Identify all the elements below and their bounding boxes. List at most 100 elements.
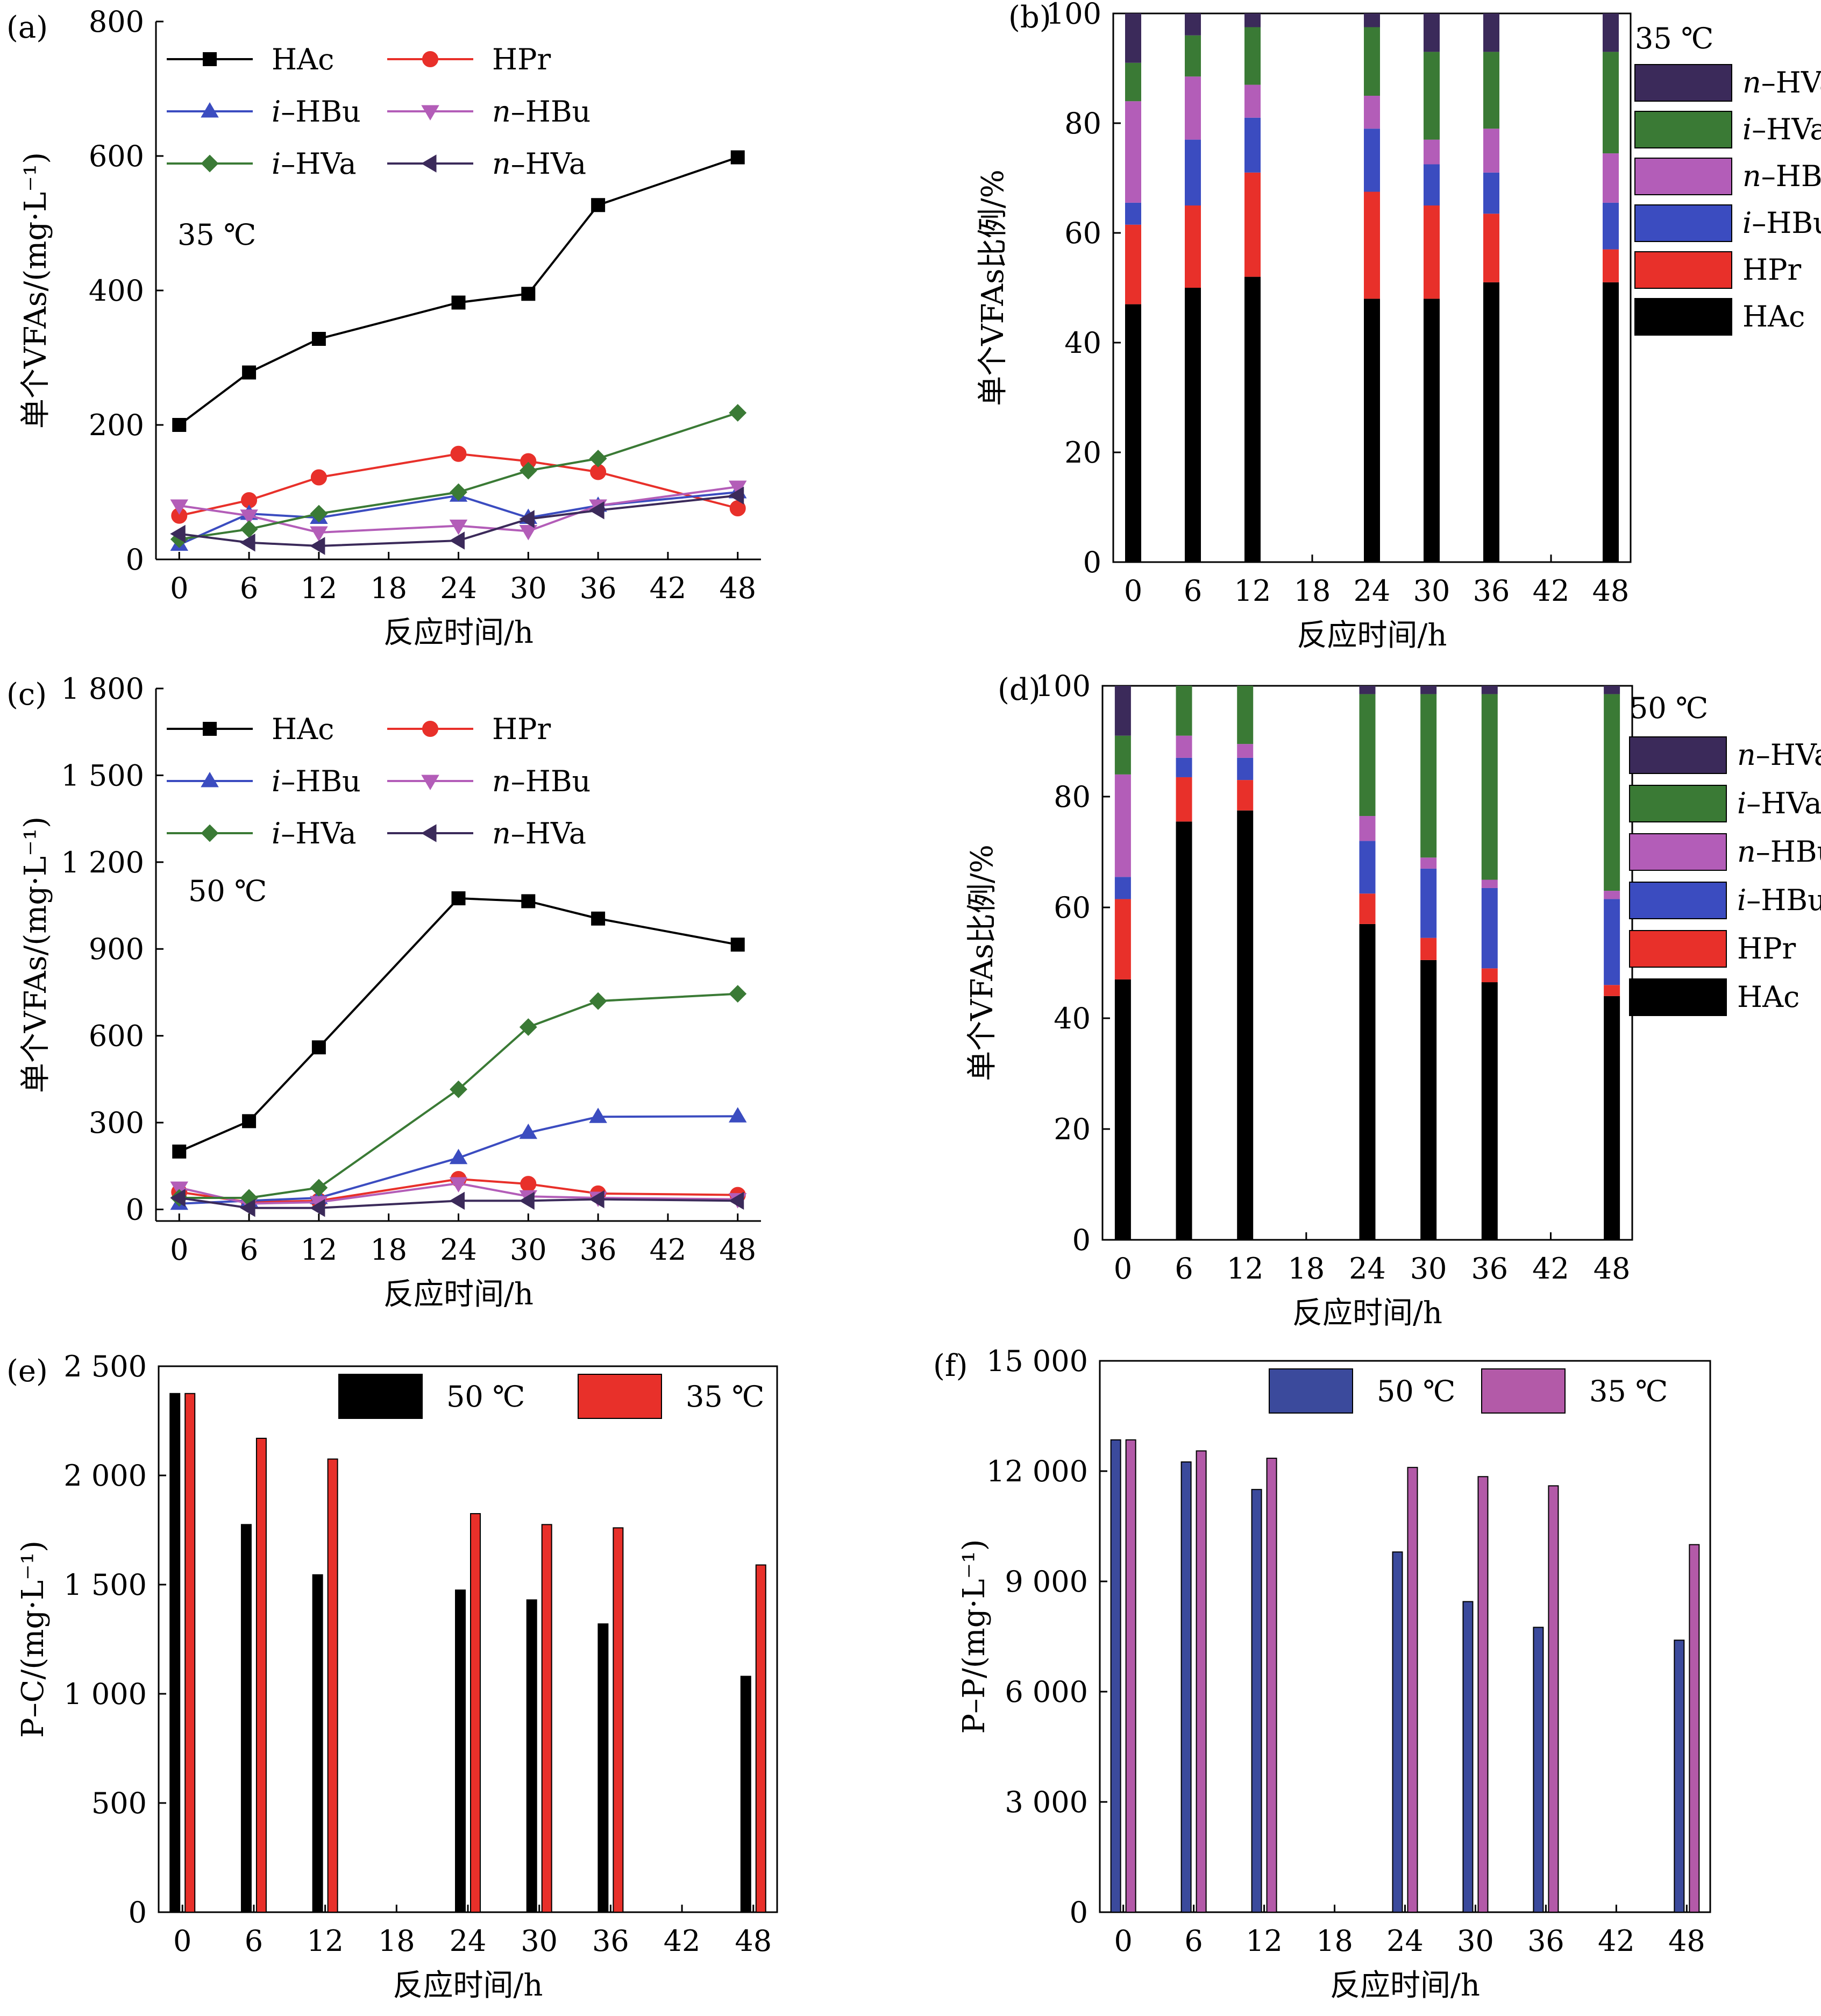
legend-label: n–HVa <box>492 817 586 850</box>
bar-segment-n-HVa <box>1481 686 1498 694</box>
data-point <box>519 1191 535 1210</box>
legend-swatch <box>1629 930 1727 968</box>
legend-label: i–HVa <box>1737 786 1821 820</box>
bar-35C <box>184 1393 196 1913</box>
legend-label: HAc <box>1737 980 1799 1014</box>
y-tick-label: 60 <box>1064 216 1101 250</box>
data-point <box>728 1191 744 1210</box>
bar-segment-HPr <box>1420 938 1437 960</box>
y-tick-label: 80 <box>1064 107 1101 140</box>
bar-segment-i-HVa <box>1359 694 1376 817</box>
y-tick-label: 0 <box>1083 545 1101 579</box>
x-tick-label: 24 <box>450 1924 487 1958</box>
bar-segment-i-HBu <box>1176 757 1192 777</box>
legend-swatch <box>1634 251 1732 289</box>
bar-segment-i-HBu <box>1483 172 1499 214</box>
bar-segment-n-HVa <box>1359 686 1376 694</box>
x-tick-label: 24 <box>1386 1924 1424 1958</box>
data-point <box>310 505 328 523</box>
legend-swatch <box>1629 978 1727 1016</box>
x-tick-label: 42 <box>650 571 687 605</box>
y-tick-label: 300 <box>89 1106 144 1140</box>
panel-label: (a) <box>6 10 48 45</box>
series-line <box>179 897 738 1153</box>
y-tick-label: 900 <box>89 932 144 966</box>
y-tick-label: 1 200 <box>61 846 144 879</box>
y-tick-label: 0 <box>1070 1896 1088 1929</box>
x-tick-label: 6 <box>1184 1924 1203 1958</box>
data-point <box>451 295 466 310</box>
chart-panel-b: (b) 0 6 12 18 24 30 36 42 48 0 20 40 60 80 100 反应时间/h 单个V… <box>976 0 1821 653</box>
x-tick-label: 42 <box>1598 1924 1635 1958</box>
y-tick-label: 0 <box>126 543 144 577</box>
data-point <box>421 154 437 173</box>
x-tick-label: 18 <box>1294 574 1331 608</box>
legend-label: HPr <box>492 42 551 76</box>
x-tick-label: 42 <box>1533 574 1570 608</box>
bar-segment-HAc <box>1185 288 1201 562</box>
bar-segment-n-HBu <box>1114 774 1131 877</box>
bar-50C <box>455 1589 466 1913</box>
bar-segment-i-HBu <box>1185 139 1201 205</box>
data-point <box>730 938 745 952</box>
bar-segment-HAc <box>1481 982 1498 1240</box>
annotation-temperature: 50 ℃ <box>188 874 267 908</box>
bar-35C <box>755 1564 766 1913</box>
legend-swatch <box>1629 736 1727 774</box>
bar-50C <box>597 1623 609 1913</box>
bar-segment-i-HBu <box>1603 202 1619 250</box>
legend-swatch <box>1269 1368 1353 1414</box>
bar-segment-i-HVa <box>1424 52 1440 140</box>
legend-swatch <box>1634 64 1732 102</box>
legend-label: HAc <box>272 42 334 76</box>
x-tick-label: 36 <box>580 1233 617 1267</box>
data-point <box>172 1144 187 1159</box>
data-point <box>519 525 538 541</box>
legend-label: HPr <box>1737 932 1796 966</box>
data-point <box>170 524 186 543</box>
legend-label: i–HBu <box>272 764 361 798</box>
x-axis-title: 反应时间/h <box>1330 1968 1480 2003</box>
x-tick-label: 0 <box>173 1924 191 1958</box>
x-tick-label: 36 <box>1527 1924 1564 1958</box>
bar-35C <box>1266 1458 1277 1913</box>
data-point <box>203 722 217 736</box>
y-tick-label: 3 000 <box>1005 1785 1088 1819</box>
x-tick-label: 0 <box>1124 574 1142 608</box>
data-point <box>519 1123 538 1139</box>
bar-segment-i-HVa <box>1185 35 1201 77</box>
data-point <box>170 1189 186 1207</box>
bar-segment-i-HBu <box>1364 129 1380 192</box>
y-tick-label: 600 <box>89 1019 144 1053</box>
data-point <box>589 992 607 1010</box>
x-axis-title: 反应时间/h <box>383 615 534 650</box>
bar-segment-n-HVa <box>1420 686 1437 694</box>
bar-35C <box>541 1524 552 1913</box>
bar-segment-n-HVa <box>1603 13 1619 52</box>
bar-segment-i-HVa <box>1420 694 1437 858</box>
legend-swatch <box>1481 1368 1566 1414</box>
bar-50C <box>1110 1439 1121 1913</box>
data-point <box>242 365 257 380</box>
x-tick-label: 6 <box>1175 1252 1193 1286</box>
x-tick-label: 30 <box>1457 1924 1494 1958</box>
x-tick-label: 36 <box>1473 574 1510 608</box>
y-tick-label: 1 500 <box>63 1568 147 1602</box>
bar-35C <box>1125 1439 1136 1913</box>
bar-segment-i-HBu <box>1481 888 1498 969</box>
bar-segment-HAc <box>1114 979 1131 1240</box>
bar-segment-n-HVa <box>1114 686 1131 736</box>
x-tick-label: 42 <box>1532 1252 1569 1286</box>
bar-segment-n-HBu <box>1420 857 1437 869</box>
legend-label: 50 ℃ <box>1377 1374 1455 1408</box>
bar-50C <box>1392 1551 1403 1913</box>
x-tick-label: 36 <box>580 571 617 605</box>
bar-segment-n-HVa <box>1604 686 1620 694</box>
x-tick-label: 6 <box>240 1233 258 1267</box>
x-tick-label: 18 <box>1316 1924 1353 1958</box>
bar-segment-n-HBu <box>1244 84 1261 118</box>
y-tick-label: 0 <box>129 1896 147 1929</box>
data-point <box>170 1181 189 1197</box>
bar-segment-HPr <box>1604 985 1620 996</box>
